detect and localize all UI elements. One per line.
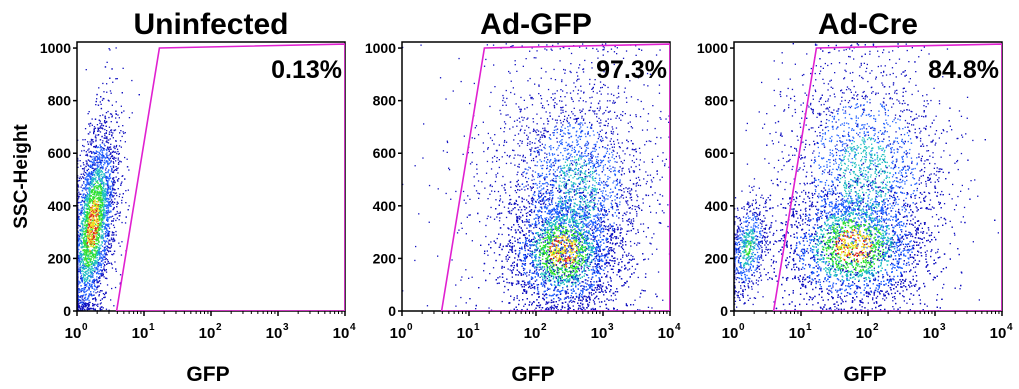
x-axis-label: GFP — [843, 363, 886, 386]
x-tick-exponent: 0 — [739, 322, 745, 333]
x-tick-exponent: 1 — [149, 322, 155, 333]
y-tick-label: 600 — [373, 145, 397, 161]
y-tick-label: 400 — [705, 198, 729, 214]
y-tick-label: 200 — [373, 250, 397, 266]
gate-percentage: 84.8% — [928, 56, 999, 84]
x-tick-label: 10 — [789, 325, 806, 342]
x-tick-label: 10 — [923, 325, 940, 342]
y-tick-label: 1000 — [365, 40, 396, 56]
x-tick-label: 10 — [266, 325, 283, 342]
y-tick-label: 600 — [705, 145, 729, 161]
x-tick-exponent: 3 — [283, 322, 289, 333]
y-tick-label: 800 — [48, 93, 72, 109]
x-tick-label: 10 — [390, 325, 407, 342]
gate-percentage: 97.3% — [596, 56, 667, 84]
y-tick-label: 0 — [388, 303, 396, 319]
scatter-points — [734, 43, 999, 311]
scatter-points — [77, 47, 140, 311]
y-tick-label: 200 — [48, 250, 72, 266]
panel-title: Ad-GFP — [480, 8, 592, 41]
x-tick-label: 10 — [199, 325, 216, 342]
x-tick-exponent: 4 — [1007, 322, 1013, 333]
x-tick-exponent: 0 — [82, 322, 88, 333]
x-tick-label: 10 — [990, 325, 1007, 342]
x-tick-exponent: 1 — [474, 322, 480, 333]
y-tick-label: 600 — [48, 145, 72, 161]
x-tick-label: 10 — [65, 325, 82, 342]
x-tick-label: 10 — [457, 325, 474, 342]
x-tick-label: 10 — [132, 325, 149, 342]
x-tick-exponent: 4 — [350, 322, 356, 333]
gate-polygon — [440, 43, 670, 311]
y-tick-label: 800 — [705, 93, 729, 109]
y-tick-label: 0 — [63, 303, 71, 319]
y-axis-label: SSC-Height — [11, 124, 32, 229]
y-tick-label: 800 — [373, 93, 397, 109]
x-tick-exponent: 4 — [675, 322, 681, 333]
x-tick-label: 10 — [333, 325, 350, 342]
x-tick-exponent: 3 — [940, 322, 946, 333]
gate-polygon — [772, 43, 1002, 311]
x-tick-label: 10 — [591, 325, 608, 342]
panel-title: Uninfected — [133, 8, 288, 41]
x-tick-exponent: 2 — [216, 322, 222, 333]
x-axis-label: GFP — [186, 363, 229, 386]
y-tick-label: 1000 — [697, 40, 728, 56]
y-tick-label: 200 — [705, 250, 729, 266]
x-tick-label: 10 — [524, 325, 541, 342]
x-tick-exponent: 0 — [407, 322, 413, 333]
y-tick-label: 1000 — [40, 40, 71, 56]
x-tick-exponent: 3 — [608, 322, 614, 333]
y-tick-label: 400 — [373, 198, 397, 214]
y-tick-label: 0 — [720, 303, 728, 319]
x-tick-exponent: 2 — [873, 322, 879, 333]
x-tick-label: 10 — [856, 325, 873, 342]
x-tick-exponent: 2 — [541, 322, 547, 333]
x-axis-label: GFP — [511, 363, 554, 386]
x-tick-label: 10 — [722, 325, 739, 342]
gate-polygon — [115, 43, 345, 311]
y-tick-label: 400 — [48, 198, 72, 214]
x-tick-label: 10 — [658, 325, 675, 342]
scatter-points — [402, 43, 670, 311]
gate-percentage: 0.13% — [271, 56, 342, 84]
x-tick-exponent: 1 — [806, 322, 812, 333]
panel-title: Ad-Cre — [818, 8, 918, 41]
